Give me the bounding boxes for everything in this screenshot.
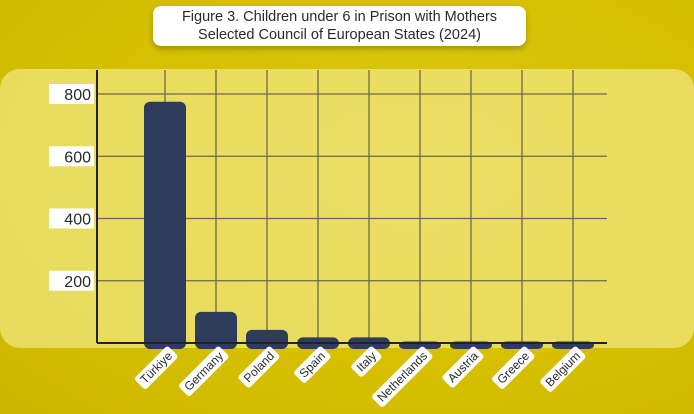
x-tick-label: Greece — [494, 349, 532, 387]
y-tick-labels: 200 400 600 800 — [49, 84, 94, 291]
x-tick-label-group: Germany — [179, 346, 229, 396]
x-tick-label-group: Türkiye — [135, 346, 178, 389]
x-tick-label-group: Austria — [442, 346, 484, 388]
bar — [144, 101, 186, 349]
y-tick-label-box — [49, 270, 94, 291]
x-tick-label-group: Belgium — [540, 346, 586, 392]
x-tick-labels: Türkiye Germany Poland Spain ItalyNetherland… — [135, 346, 586, 407]
bar — [195, 311, 237, 349]
x-tick-label-box — [135, 346, 178, 389]
y-tick-label: 200 — [64, 274, 91, 291]
x-tick-label-group: Poland — [238, 346, 280, 388]
y-tick-label-box — [49, 208, 94, 229]
x-tick-label-group: Spain — [294, 346, 331, 383]
x-tick-label: Austria — [445, 349, 482, 386]
axes — [96, 70, 607, 344]
chart-panel — [0, 69, 694, 348]
x-tick-label-group: Greece — [492, 346, 535, 389]
x-tick-label-box — [372, 346, 433, 407]
x-tick-label-box — [238, 346, 280, 388]
x-tick-label-box — [179, 346, 229, 396]
x-tick-label: Netherlands — [374, 349, 430, 405]
x-tick-label-box — [442, 346, 484, 388]
y-tick-label-box — [49, 84, 94, 104]
x-tick-label: Türkiye — [137, 349, 175, 387]
chart-title: Figure 3. Children under 6 in Prison wit… — [153, 6, 526, 46]
x-tick-label-box — [492, 346, 535, 389]
chart-title-line-2: Selected Council of European States (202… — [198, 27, 481, 43]
y-tick-label: 400 — [64, 212, 91, 229]
x-tick-label: Belgium — [543, 349, 584, 390]
y-tick-label: 800 — [64, 87, 91, 104]
x-tick-label: Germany — [181, 349, 226, 394]
x-tick-label-box — [294, 346, 331, 383]
x-tick-label-box — [351, 346, 382, 377]
y-tick-label: 600 — [64, 149, 91, 166]
y-tick-label-box — [49, 146, 94, 167]
x-tick-label-group: Italy — [351, 346, 382, 377]
x-tick-label: Poland — [241, 349, 277, 385]
bar — [246, 329, 288, 349]
bars — [144, 101, 594, 349]
chart-title-line-1: Figure 3. Children under 6 in Prison wit… — [181, 9, 498, 25]
x-tick-label-box — [540, 346, 586, 392]
